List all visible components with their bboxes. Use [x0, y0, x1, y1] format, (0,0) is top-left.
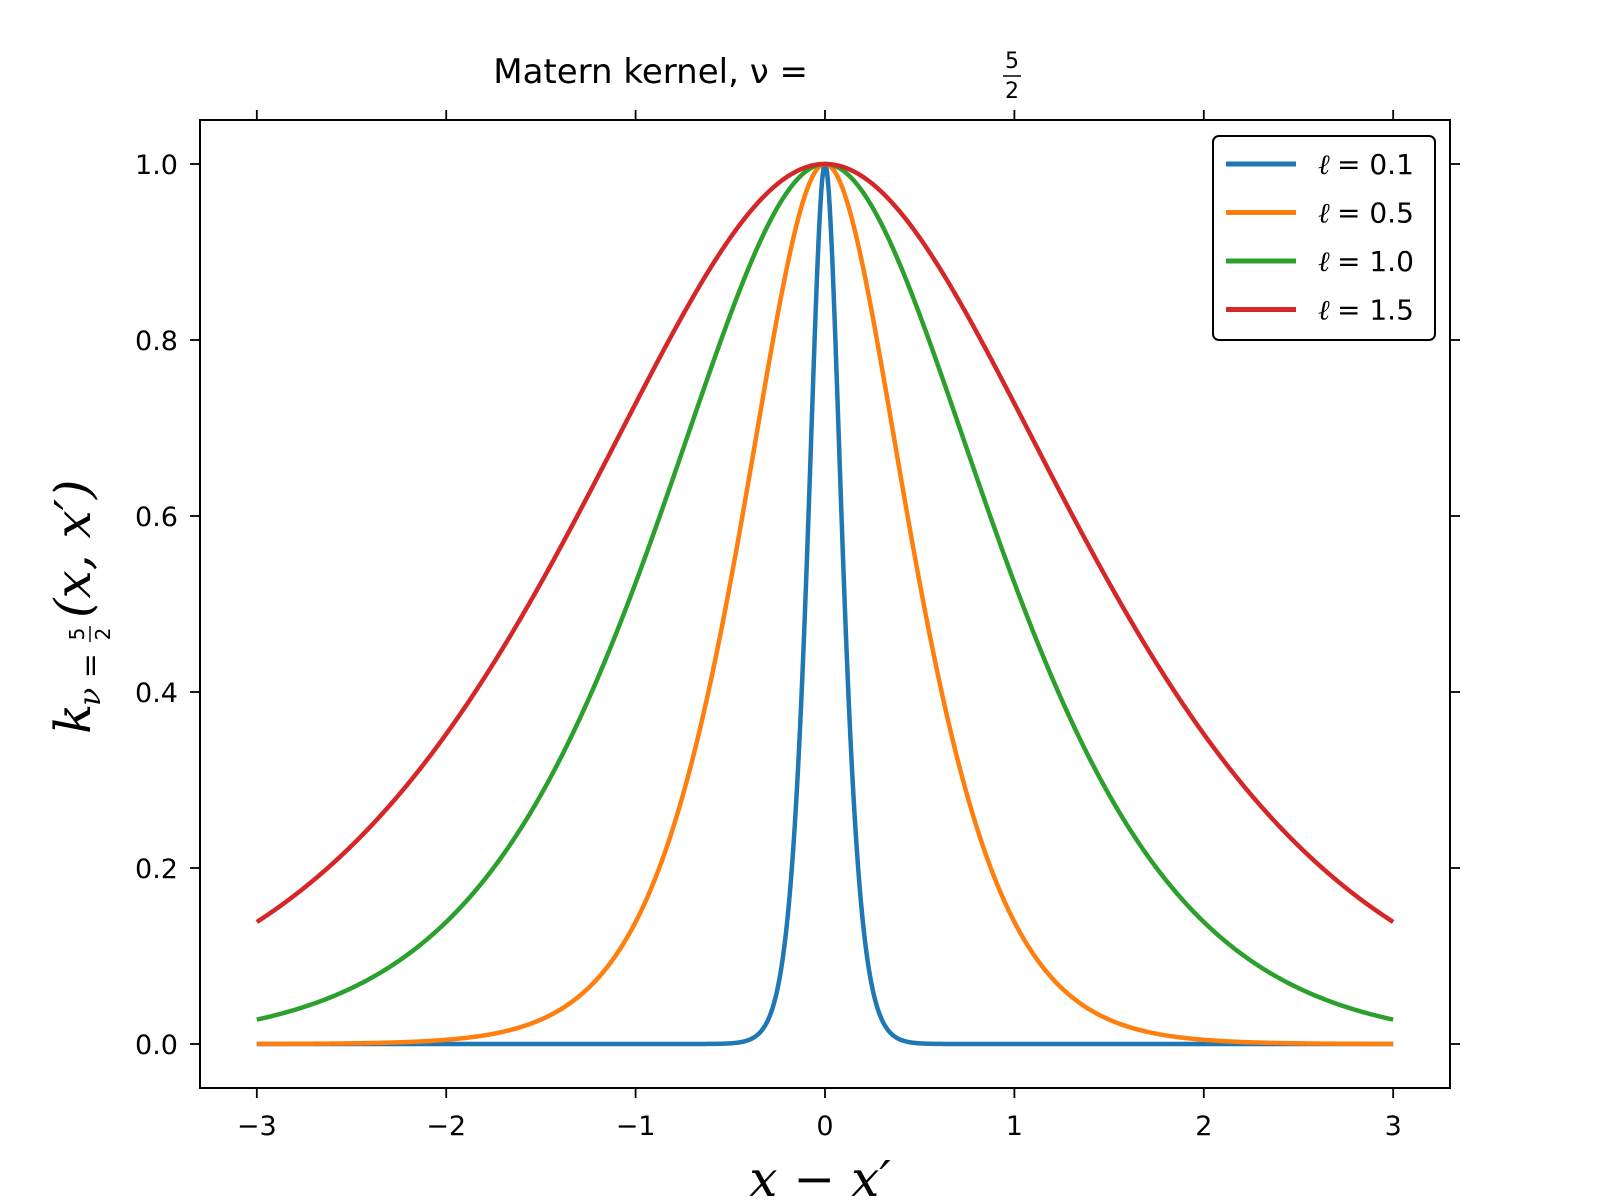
y-axis-label-frac-num: 5 [65, 628, 89, 641]
y-tick-label: 0.0 [135, 1030, 178, 1061]
series-lines [255, 161, 1395, 1047]
y-axis-label-subscript: ν = [73, 653, 108, 706]
y-tick-label: 1.0 [135, 150, 178, 181]
legend-symbol: ℓ [1318, 294, 1330, 327]
x-tick-label: −1 [616, 1111, 656, 1142]
x-tick-label: −2 [426, 1111, 466, 1142]
legend-label: = 1.5 [1337, 294, 1414, 327]
legend-symbol: ℓ [1318, 245, 1330, 278]
y-axis-label: k ν = 5 2 (x, x′) [44, 479, 115, 734]
x-tick-label: 2 [1195, 1111, 1212, 1142]
chart-title-text: Matern kernel, ν = [493, 52, 808, 92]
legend-symbol: ℓ [1318, 197, 1330, 230]
y-axis-label-frac-den: 2 [91, 628, 115, 641]
chart-title-frac-num: 5 [1005, 49, 1019, 74]
chart-title-frac-den: 2 [1005, 79, 1019, 104]
legend-box [1212, 135, 1436, 341]
legend-label: = 1.0 [1337, 245, 1414, 278]
y-tick-label: 0.2 [135, 854, 178, 885]
y-tick-label: 0.6 [135, 502, 178, 533]
legend-label: = 0.1 [1337, 148, 1414, 181]
legend-symbol: ℓ [1318, 148, 1330, 181]
legend-label: = 0.5 [1337, 197, 1414, 230]
x-axis-label: x − x′ [749, 1150, 891, 1200]
legend: ℓ = 0.1ℓ = 0.5ℓ = 1.0ℓ = 1.5 [1212, 135, 1436, 341]
x-tick-label: 3 [1385, 1111, 1402, 1142]
series-line-4 [255, 161, 1395, 924]
y-axis-label-k: k [44, 704, 102, 734]
y-axis-label-args: (x, x′) [44, 479, 102, 618]
y-tick-label: 0.4 [135, 678, 178, 709]
axis-ticks: −3 −2 −1 0 1 2 3 0.0 0.2 0.4 0.6 0.8 1.0 [135, 110, 1460, 1142]
x-tick-label: −3 [237, 1111, 277, 1142]
chart-title: Matern kernel, ν = 5 2 [493, 49, 1021, 104]
x-tick-label: 0 [816, 1111, 833, 1142]
x-tick-label: 1 [1006, 1111, 1023, 1142]
y-tick-label: 0.8 [135, 326, 178, 357]
